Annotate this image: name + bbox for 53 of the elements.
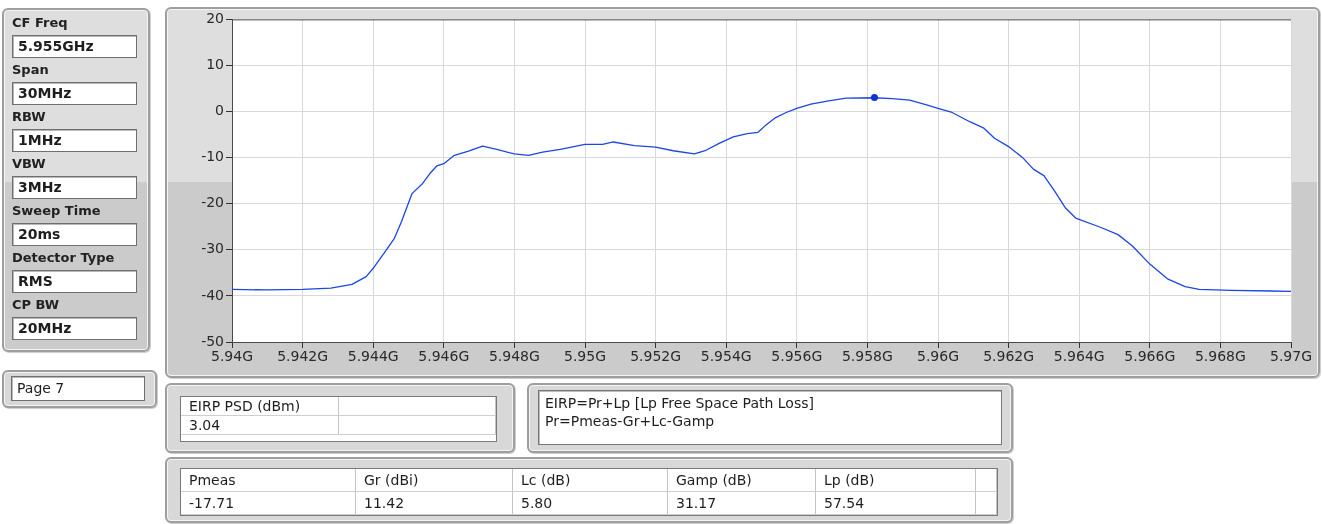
- text: Pmeas: [181, 469, 356, 491]
- y-tick-label: 20: [206, 10, 224, 27]
- x-tick-label: 5.956G: [771, 348, 823, 365]
- text: CP BW: [12, 296, 60, 314]
- x-tick-label: 5.97G: [1269, 348, 1313, 365]
- y-tick-label: -40: [201, 286, 224, 303]
- text: Page 7: [11, 376, 145, 401]
- text: CF Freq: [12, 14, 68, 32]
- x-tick-label: 5.962G: [983, 348, 1035, 365]
- x-tick-label: 5.966G: [1124, 348, 1176, 365]
- y-tick-label: 0: [215, 102, 224, 119]
- x-tick-label: 5.94G: [210, 348, 254, 365]
- text: 30MHz: [12, 82, 137, 105]
- x-tick-label: 5.968G: [1194, 348, 1246, 365]
- text: 3.04: [181, 416, 339, 434]
- text: 5.955GHz: [12, 35, 137, 58]
- x-tick-label: 5.948G: [488, 348, 540, 365]
- x-tick-label: 5.944G: [347, 348, 399, 365]
- x-tick-label: 5.954G: [700, 348, 752, 365]
- y-tick-label: -50: [201, 332, 224, 349]
- text: 20ms: [12, 223, 137, 246]
- text: 5.80: [513, 492, 668, 514]
- text: Detector Type: [12, 249, 115, 267]
- text: 11.42: [356, 492, 513, 514]
- x-tick-label: 5.964G: [1053, 348, 1105, 365]
- text: 3MHz: [12, 176, 137, 199]
- x-tick-label: 5.96G: [916, 348, 960, 365]
- y-tick-label: 10: [206, 56, 224, 73]
- text: 20MHz: [12, 317, 137, 340]
- x-tick-label: 5.942G: [277, 348, 329, 365]
- text: EIRP PSD (dBm): [181, 397, 339, 415]
- x-tick-label: 5.952G: [630, 348, 682, 365]
- text: EIRP=Pr+Lp [Lp Free Space Path Loss]: [545, 394, 815, 412]
- text: Sweep Time: [12, 202, 101, 220]
- text: 1MHz: [12, 129, 137, 152]
- x-tick-label: 5.946G: [418, 348, 470, 365]
- text: Lp (dB): [816, 469, 976, 491]
- text: RMS: [12, 270, 137, 293]
- text: -17.71: [181, 492, 356, 514]
- y-tick-label: -10: [201, 148, 224, 165]
- text: 31.17: [668, 492, 816, 514]
- text: Pr=Pmeas-Gr+Lc-Gamp: [545, 412, 716, 430]
- x-tick-label: 5.958G: [841, 348, 893, 365]
- text: VBW: [12, 155, 46, 173]
- text: Gr (dBi): [356, 469, 513, 491]
- text: 57.54: [816, 492, 976, 514]
- x-tick-label: 5.95G: [563, 348, 607, 365]
- y-tick-label: -20: [201, 194, 224, 211]
- text: Span: [12, 61, 49, 79]
- text: RBW: [12, 108, 46, 126]
- text: Gamp (dB): [668, 469, 816, 491]
- y-tick-label: -30: [201, 240, 224, 257]
- text: Lc (dB): [513, 469, 668, 491]
